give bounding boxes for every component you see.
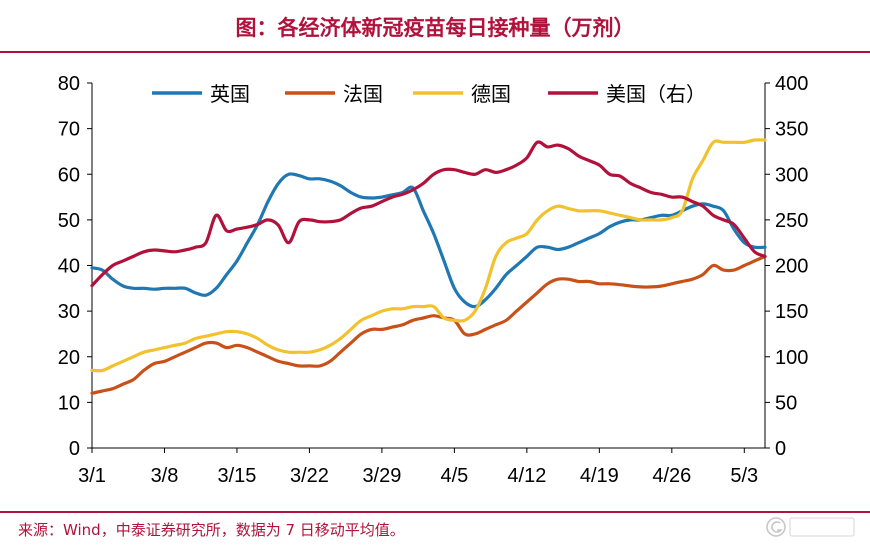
x-tick-label: 3/22 [290, 465, 329, 487]
source-note: 来源：Wind，中泰证券研究所，数据为 7 日移动平均值。 [18, 521, 405, 539]
left-tick-label: 40 [58, 256, 80, 278]
left-tick-label: 70 [58, 119, 80, 141]
x-tick-label: 4/12 [507, 465, 546, 487]
watermark-logo [766, 517, 855, 537]
right-tick-label: 400 [775, 73, 808, 95]
legend-label-us: 美国（右） [606, 82, 706, 106]
x-tick-label: 3/1 [78, 465, 106, 487]
right-tick-label: 50 [775, 392, 797, 414]
left-tick-label: 30 [58, 301, 80, 323]
x-tick-label: 3/15 [217, 465, 256, 487]
left-tick-label: 60 [58, 164, 80, 186]
watermark-g-icon [766, 517, 786, 537]
left-tick-label: 10 [58, 392, 80, 414]
x-tick-label: 4/5 [440, 465, 468, 487]
legend: 英国 法国 德国 美国（右） [152, 82, 706, 106]
legend-label-uk: 英国 [210, 82, 250, 106]
series-lines [90, 138, 767, 395]
right-tick-label: 300 [775, 164, 808, 186]
left-tick-label: 20 [58, 347, 80, 369]
right-tick-label: 100 [775, 347, 808, 369]
right-tick-label: 200 [775, 256, 808, 278]
series-line-france [90, 254, 767, 395]
right-tick-label: 150 [775, 301, 808, 323]
right-tick-label: 250 [775, 210, 808, 232]
right-tick-label: 350 [775, 119, 808, 141]
x-tick-label: 4/19 [580, 465, 619, 487]
chart-title: 图：各经济体新冠疫苗每日接种量（万剂） [236, 15, 635, 40]
series-line-uk [90, 172, 767, 309]
left-tick-label: 0 [69, 438, 80, 460]
left-tick-label: 80 [58, 73, 80, 95]
series-line-germany [90, 138, 767, 373]
x-tick-label: 5/3 [730, 465, 758, 487]
series-line-us [90, 140, 767, 288]
x-tick-label: 4/26 [652, 465, 691, 487]
x-tick-label: 3/29 [362, 465, 401, 487]
legend-label-germany: 德国 [471, 82, 511, 106]
left-tick-label: 50 [58, 210, 80, 232]
axes: 0 10 20 30 40 50 60 70 80 0 50 100 150 200 250 300 350 40… [58, 73, 809, 487]
right-tick-label: 0 [775, 438, 786, 460]
legend-label-france: 法国 [343, 82, 383, 106]
x-tick-label: 3/8 [151, 465, 179, 487]
